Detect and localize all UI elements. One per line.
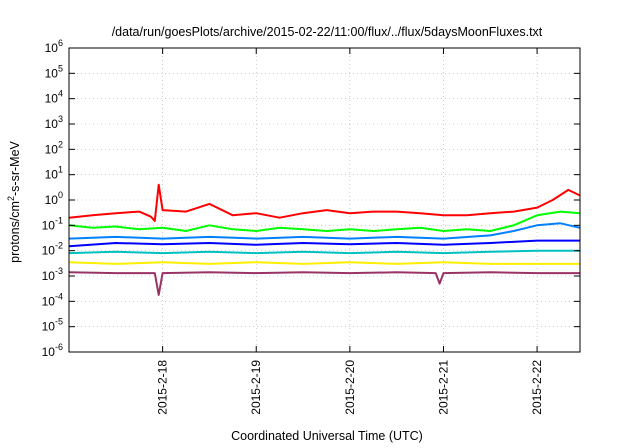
y-tick-label-base: 10 (45, 168, 59, 182)
y-tick-label-exp: -2 (55, 241, 63, 251)
y-tick-label-base: 10 (42, 269, 56, 283)
x-axis-label: Coordinated Universal Time (UTC) (231, 429, 423, 443)
y-tick-label: 105 (45, 63, 63, 80)
series-line-1 (68, 210, 581, 232)
y-axis-label: protons/cm2-s-sr-MeV (6, 140, 22, 262)
y-tick-label-exp: 5 (58, 63, 63, 73)
series-line-6 (68, 271, 580, 296)
y-tick-label: 100 (45, 190, 63, 207)
y-tick-label-exp: 2 (58, 139, 63, 149)
series-line-5 (68, 261, 580, 265)
y-tick-label: 102 (45, 139, 63, 156)
y-axis-label-suffix: -s-sr-MeV (8, 140, 22, 196)
series-line-0 (68, 183, 581, 222)
x-axis: 2015-2-18 2015-2-19 2015-2-20 2015-2-21 2015… (156, 48, 544, 415)
plot-grid (69, 47, 580, 353)
y-tick-label-base: 10 (42, 345, 56, 359)
y-tick-label-base: 10 (42, 320, 56, 334)
y-tick-label-exp: -3 (55, 266, 63, 276)
y-tick-label: 104 (45, 89, 63, 106)
y-tick-label: 103 (45, 114, 63, 131)
y-tick-label-base: 10 (45, 193, 59, 207)
y-tick-label: 10-5 (42, 317, 63, 334)
series-line-3 (68, 239, 580, 248)
y-tick-label-base: 10 (42, 294, 56, 308)
y-tick-label-base: 10 (45, 142, 59, 156)
x-tick-label: 2015-2-21 (436, 360, 450, 415)
y-tick-label-base: 10 (42, 218, 56, 232)
y-tick-label-base: 10 (42, 244, 56, 258)
y-axis-label-prefix: protons/cm (8, 201, 22, 263)
y-tick-label-exp: 0 (58, 190, 63, 200)
y-tick-label: 10-2 (42, 241, 63, 258)
y-tick-label-exp: -6 (55, 342, 63, 352)
y-tick-label: 106 (45, 38, 63, 55)
y-axis-label-sup: 2 (6, 196, 16, 201)
y-tick-label-base: 10 (45, 66, 59, 80)
y-tick-label-exp: 3 (58, 114, 63, 124)
y-tick-label: 101 (45, 165, 63, 182)
y-tick-label-exp: 1 (58, 165, 63, 175)
chart-title: /data/run/goesPlots/archive/2015-02-22/1… (112, 25, 543, 39)
y-tick-label-exp: -5 (55, 317, 63, 327)
plot-series (68, 183, 581, 296)
y-tick-label-base: 10 (45, 41, 59, 55)
x-tick-label: 2015-2-20 (343, 360, 357, 415)
y-tick-label: 10-6 (42, 342, 63, 359)
y-tick-label-exp: 4 (58, 89, 63, 99)
y-tick-label: 10-3 (42, 266, 63, 283)
y-axis: 10-610-510-410-310-210-11001011021031041… (42, 38, 580, 359)
y-tick-label-base: 10 (45, 117, 59, 131)
y-tick-label: 10-1 (42, 215, 63, 232)
x-tick-label: 2015-2-18 (156, 360, 170, 415)
x-tick-label: 2015-2-19 (249, 360, 263, 415)
y-tick-label-exp: 6 (58, 38, 63, 48)
y-tick-label-base: 10 (45, 92, 59, 106)
x-tick-label: 2015-2-22 (530, 360, 544, 415)
y-tick-label: 10-4 (42, 291, 63, 308)
series-line-4 (68, 249, 580, 255)
series-line-2 (68, 222, 581, 240)
y-tick-label-exp: -1 (55, 215, 63, 225)
y-tick-label-exp: -4 (55, 291, 63, 301)
